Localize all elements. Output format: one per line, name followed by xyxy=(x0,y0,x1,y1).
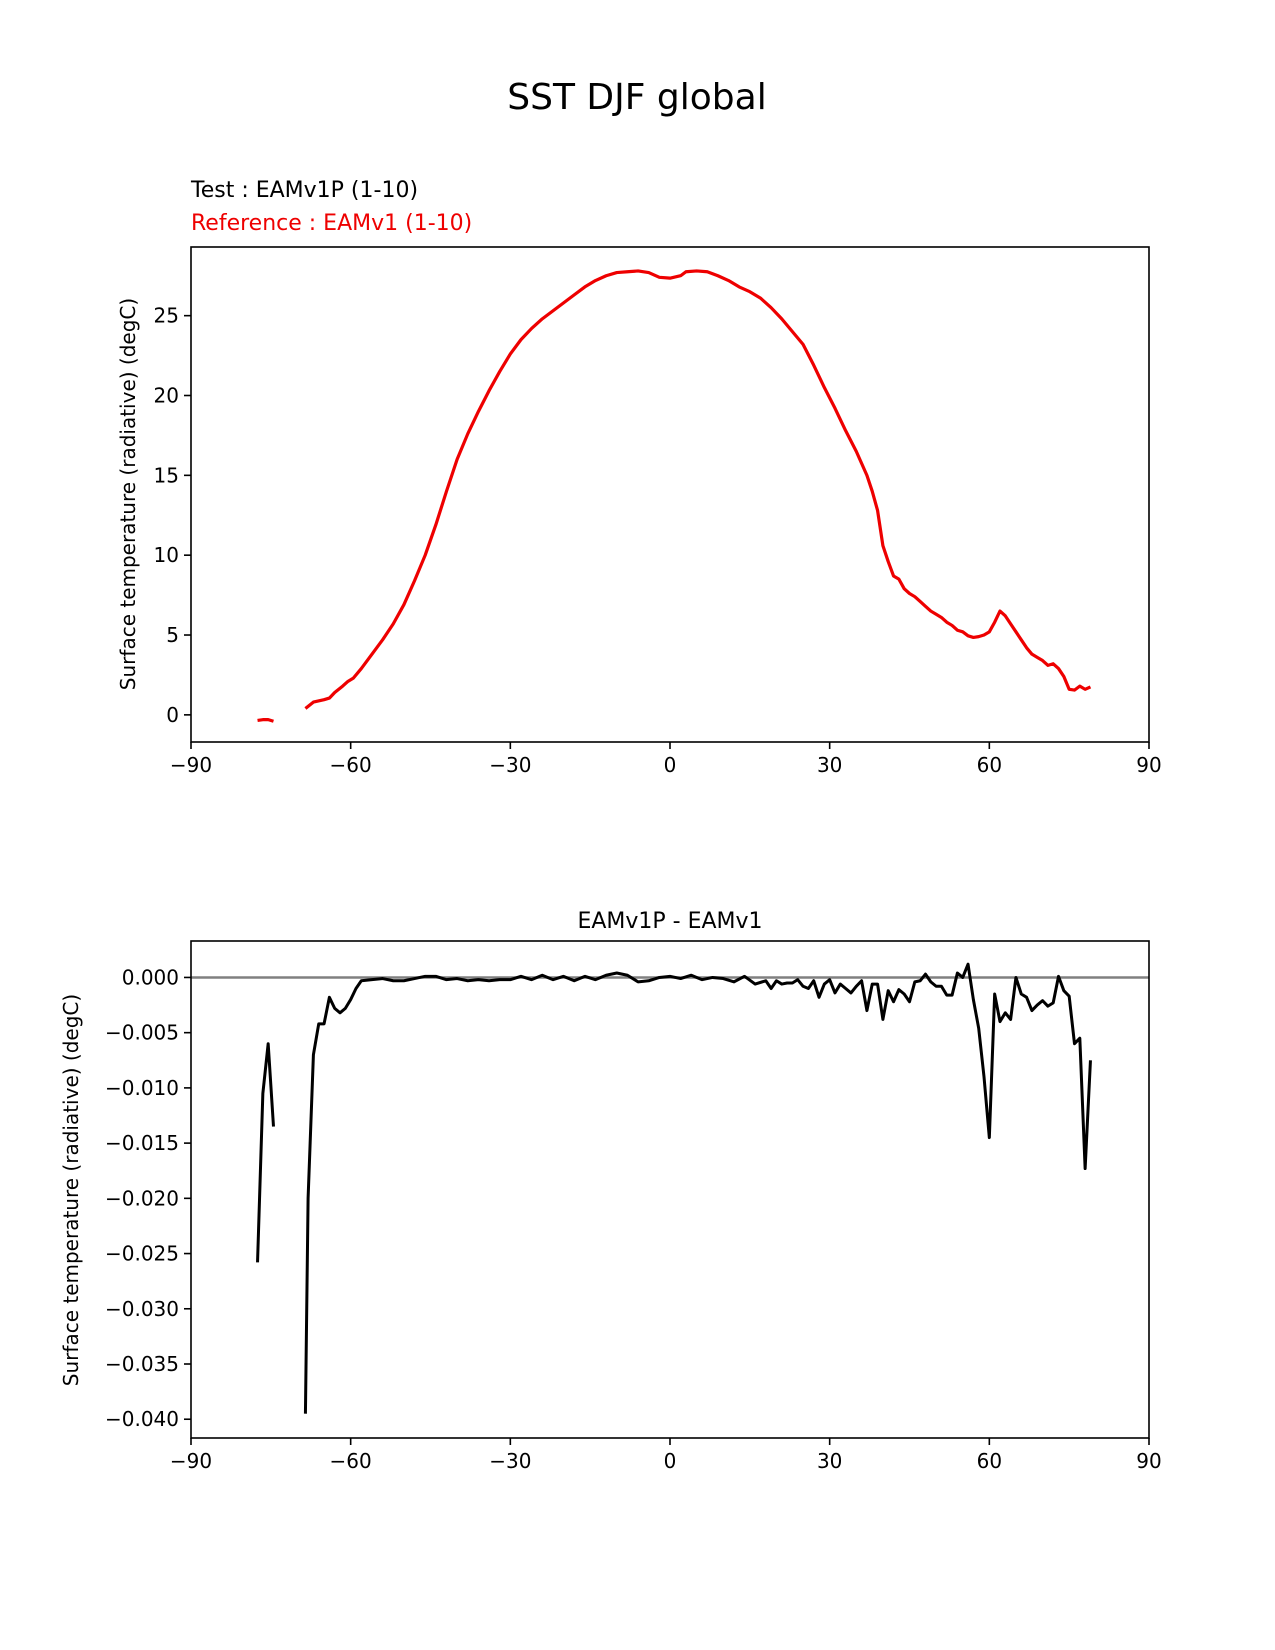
series-line-segment xyxy=(304,269,1092,710)
top-plot-area: −90 −60 −30 0 30 60 90 0 5 10 15 20 25 Surface temper… xyxy=(116,246,1162,777)
y-axis-label: Surface temperature (radiative) (degC) xyxy=(59,994,83,1386)
top-panel: Test : EAMv1P (1-10) Reference : EAMv1 (… xyxy=(116,178,1162,777)
axes-frame xyxy=(190,246,1150,743)
y-tick-label: 25 xyxy=(154,304,179,328)
series-line-segment xyxy=(257,718,274,723)
y-tick-label: 20 xyxy=(154,384,179,408)
y-tick-label: 0 xyxy=(166,703,179,727)
y-tick-label: −0.035 xyxy=(105,1352,179,1376)
x-tick-label: 0 xyxy=(664,753,677,777)
series-line-segment xyxy=(256,1042,275,1263)
x-tick-label: 30 xyxy=(817,1449,842,1473)
x-tick-label: −30 xyxy=(489,753,531,777)
y-tick-label: 0.000 xyxy=(122,965,179,989)
y-axis-label: Surface temperature (radiative) (degC) xyxy=(116,298,140,690)
y-tick-label: −0.030 xyxy=(105,1297,179,1321)
x-tick-label: 30 xyxy=(817,753,842,777)
y-tick-label: −0.020 xyxy=(105,1186,179,1210)
x-tick-label: −60 xyxy=(330,1449,372,1473)
x-tick-label: −90 xyxy=(170,1449,212,1473)
y-tick-label: −0.010 xyxy=(105,1076,179,1100)
y-tick-label: 15 xyxy=(154,463,179,487)
y-tick-label: 10 xyxy=(154,543,179,567)
y-tick-label: 5 xyxy=(166,623,179,647)
series-line-segment xyxy=(303,962,1092,1414)
x-tick-label: −60 xyxy=(330,753,372,777)
x-tick-label: 60 xyxy=(977,753,1002,777)
y-tick-label: −0.040 xyxy=(105,1407,179,1431)
legend-reference-label: Reference : EAMv1 (1-10) xyxy=(191,211,472,236)
x-tick-label: 90 xyxy=(1136,1449,1161,1473)
bottom-panel: EAMv1P - EAMv1 −90 −60 −30 0 30 60 90 0.000 −0.0… xyxy=(59,909,1162,1473)
bottom-plot-area: −90 −60 −30 0 30 60 90 0.000 −0.005 −0.010 −0.015 −… xyxy=(59,940,1162,1473)
x-tick-label: 0 xyxy=(664,1449,677,1473)
y-tick-label: −0.025 xyxy=(105,1242,179,1266)
diff-panel-title: EAMv1P - EAMv1 xyxy=(577,909,762,934)
y-tick-label: −0.005 xyxy=(105,1021,179,1045)
x-tick-label: 90 xyxy=(1136,753,1161,777)
x-tick-label: 60 xyxy=(977,1449,1002,1473)
y-tick-label: −0.015 xyxy=(105,1131,179,1155)
x-tick-label: −90 xyxy=(170,753,212,777)
figure-title: SST DJF global xyxy=(507,77,766,118)
x-tick-label: −30 xyxy=(489,1449,531,1473)
legend-test-label: Test : EAMv1P (1-10) xyxy=(190,178,418,203)
